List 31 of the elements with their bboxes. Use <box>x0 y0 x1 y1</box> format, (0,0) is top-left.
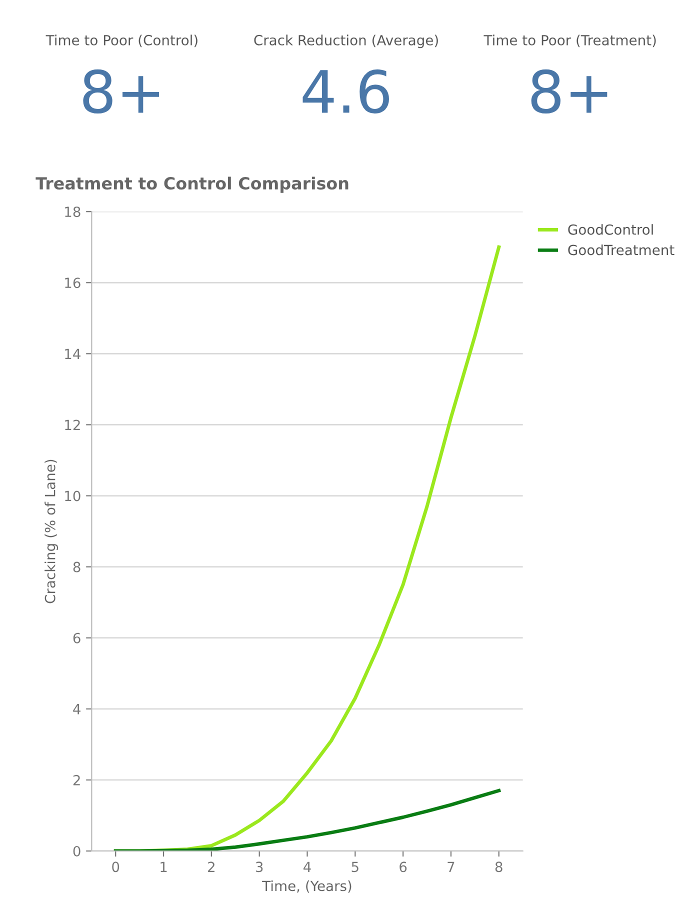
y-tick-label: 2 <box>73 774 80 786</box>
line-series <box>114 788 501 851</box>
y-tick-label: 6 <box>73 632 80 644</box>
y-tick-label: 14 <box>65 348 80 359</box>
text: Time to Poor (Treatment) <box>484 34 656 48</box>
x-tick-label: 2 <box>208 862 214 872</box>
text: Time to Poor (Control) <box>46 34 198 48</box>
x-tick-label: 8 <box>495 862 502 872</box>
y-tick-label: 0 <box>73 846 80 856</box>
text: 8+ <box>83 69 160 114</box>
x-axis-title: Time, (Years) <box>262 880 352 893</box>
x-tick-label: 0 <box>112 862 120 872</box>
text: 4.6 <box>302 69 390 114</box>
y-tick-label: 4 <box>73 704 80 714</box>
x-tick-label: 1 <box>160 862 167 872</box>
text: 8+ <box>531 69 608 114</box>
legend-label: GoodControl <box>568 224 653 235</box>
chart-title: Treatment to Control Comparison <box>36 176 348 193</box>
y-tick-label: 16 <box>65 278 80 288</box>
x-tick-label: 7 <box>448 862 454 872</box>
x-tick-label: 6 <box>400 862 407 872</box>
x-tick-label: 4 <box>304 862 311 872</box>
x-tick-label: 5 <box>352 862 358 872</box>
y-tick-label: 8 <box>73 562 80 572</box>
y-tick-label: 18 <box>65 206 80 218</box>
legend-label: GoodTreatment <box>568 244 674 256</box>
text: Crack Reduction (Average) <box>254 34 438 48</box>
y-tick-label: 12 <box>65 420 80 430</box>
y-tick-label: 10 <box>65 490 80 502</box>
y-axis-title: Cracking (% of Lane) <box>44 460 58 604</box>
x-tick-label: 3 <box>256 862 263 872</box>
